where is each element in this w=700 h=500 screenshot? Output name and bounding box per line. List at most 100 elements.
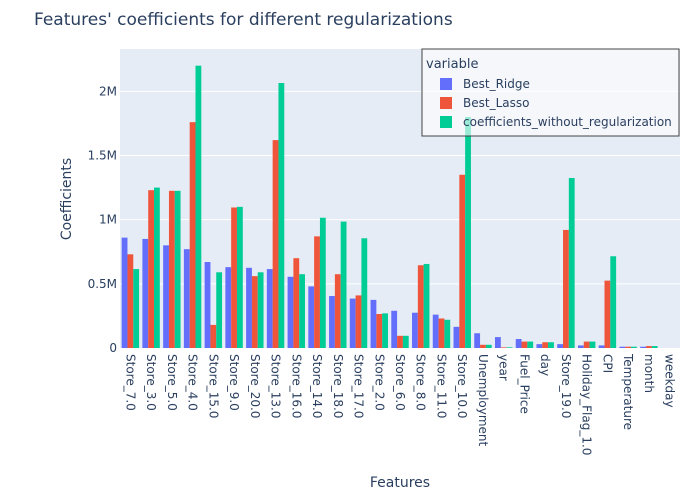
bar[interactable] <box>494 337 501 348</box>
bar[interactable] <box>631 346 637 348</box>
bar[interactable] <box>293 258 300 348</box>
chart-title: Features' coefficients for different reg… <box>34 10 453 30</box>
bar[interactable] <box>402 335 409 348</box>
bar[interactable] <box>432 314 439 348</box>
x-tick-label: Holiday_Flag_1.0 <box>580 354 594 455</box>
bar[interactable] <box>189 122 196 349</box>
bar[interactable] <box>121 237 128 348</box>
bar[interactable] <box>266 269 273 348</box>
bar[interactable] <box>314 236 320 348</box>
legend-swatch <box>440 97 452 109</box>
bar[interactable] <box>225 267 232 348</box>
legend[interactable]: variable Best_Ridge Best_Lasso coefficient… <box>421 48 680 137</box>
bar[interactable] <box>577 345 584 348</box>
bar[interactable] <box>272 140 279 348</box>
bar[interactable] <box>154 187 160 348</box>
bar[interactable] <box>423 263 430 348</box>
bar[interactable] <box>536 344 543 348</box>
legend-items[interactable]: Best_Ridge Best_Lasso coefficients_without… <box>440 77 672 129</box>
y-tick-label: 1.5M <box>88 149 117 163</box>
bar[interactable] <box>604 280 611 348</box>
bar[interactable] <box>163 245 169 348</box>
bar[interactable] <box>257 272 264 348</box>
x-tick-label: Fuel_Price <box>517 354 531 414</box>
x-tick-label: Store_15.0 <box>206 354 220 418</box>
bar[interactable] <box>236 206 243 348</box>
bar[interactable] <box>148 190 155 348</box>
bar[interactable] <box>168 190 175 348</box>
bar[interactable] <box>382 313 388 348</box>
bar[interactable] <box>210 324 217 348</box>
bar[interactable] <box>557 344 564 348</box>
bar[interactable] <box>480 344 486 348</box>
bar[interactable] <box>474 333 481 348</box>
bar[interactable] <box>216 272 223 348</box>
bar[interactable] <box>500 347 507 348</box>
x-tick-label: Store_10.0 <box>455 354 469 418</box>
bar[interactable] <box>568 177 575 348</box>
bar[interactable] <box>610 256 617 348</box>
bar[interactable] <box>329 296 335 348</box>
bar[interactable] <box>278 83 285 348</box>
bar[interactable] <box>308 286 315 348</box>
bar[interactable] <box>651 346 658 348</box>
bar[interactable] <box>645 346 652 348</box>
bar[interactable] <box>340 221 347 348</box>
bar[interactable] <box>453 326 460 348</box>
bar[interactable] <box>231 207 237 348</box>
x-tick-label: Store_3.0 <box>144 354 158 411</box>
bar[interactable] <box>619 346 626 348</box>
bar[interactable] <box>589 341 596 348</box>
bar[interactable] <box>563 229 569 348</box>
bar[interactable] <box>299 274 306 348</box>
bar[interactable] <box>444 319 451 348</box>
bar[interactable] <box>417 265 424 348</box>
bar[interactable] <box>355 295 362 348</box>
bar[interactable] <box>334 274 341 348</box>
bar[interactable] <box>438 318 445 348</box>
x-tick-label: Store_9.0 <box>227 354 241 411</box>
bar[interactable] <box>174 190 181 348</box>
bar[interactable] <box>583 341 590 348</box>
bar[interactable] <box>133 269 140 348</box>
legend-item[interactable]: coefficients_without_regularization <box>440 115 672 129</box>
bar[interactable] <box>515 339 522 348</box>
bar[interactable] <box>397 335 403 348</box>
legend-item[interactable]: Best_Ridge <box>440 77 530 91</box>
bar[interactable] <box>391 310 398 348</box>
x-tick-label: Store_14.0 <box>310 354 324 418</box>
bars <box>121 65 658 349</box>
legend-item[interactable]: Best_Lasso <box>440 96 529 110</box>
bar[interactable] <box>598 345 605 348</box>
bar[interactable] <box>195 65 202 349</box>
bar[interactable] <box>349 298 356 348</box>
bar[interactable] <box>527 341 534 348</box>
bar[interactable] <box>506 347 513 348</box>
legend-box <box>421 48 680 137</box>
bar[interactable] <box>412 312 418 348</box>
bar[interactable] <box>521 341 528 348</box>
bar[interactable] <box>142 238 149 348</box>
bar[interactable] <box>485 344 492 348</box>
bar[interactable] <box>251 276 258 348</box>
bar[interactable] <box>459 174 466 348</box>
bar[interactable] <box>319 217 326 348</box>
bar[interactable] <box>640 346 646 348</box>
x-tick-label: weekday <box>663 354 677 408</box>
legend-label: Best_Lasso <box>463 96 529 110</box>
bar[interactable] <box>246 267 252 348</box>
bar[interactable] <box>548 342 554 348</box>
bar[interactable] <box>287 276 294 348</box>
x-tick-label: day <box>538 354 552 376</box>
bar[interactable] <box>370 299 377 348</box>
bar[interactable] <box>127 254 134 348</box>
bar[interactable] <box>542 342 549 348</box>
bar[interactable] <box>183 249 190 348</box>
bar[interactable] <box>376 313 383 348</box>
bar[interactable] <box>625 346 632 348</box>
x-tick-label: Store_17.0 <box>352 354 366 418</box>
bar[interactable] <box>361 238 368 348</box>
bar[interactable] <box>204 262 211 348</box>
bar[interactable] <box>465 117 471 348</box>
